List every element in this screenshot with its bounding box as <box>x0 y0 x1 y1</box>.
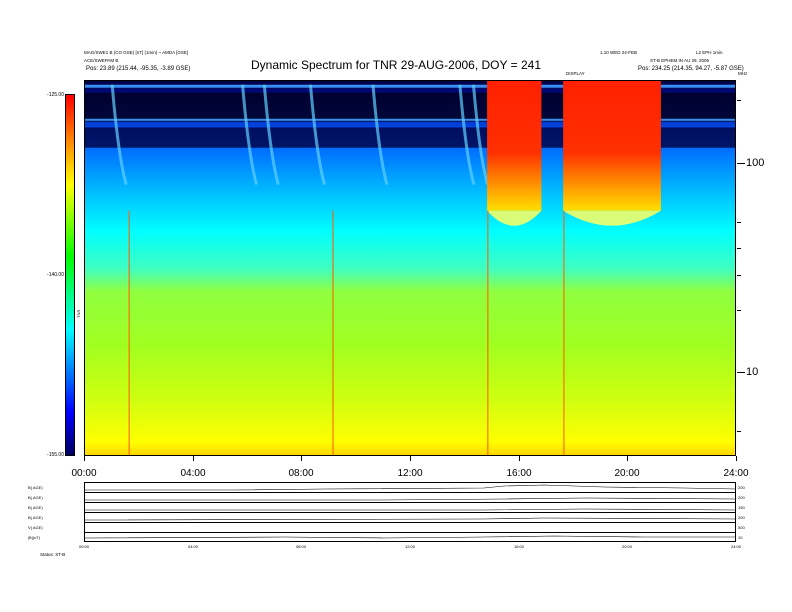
radio-streak <box>471 84 489 186</box>
lower-x-label: 04:00 <box>187 544 198 549</box>
panel-right-label-5: 500 <box>738 525 745 530</box>
colorbar-unit: TNR <box>76 309 81 318</box>
burst-tail-2 <box>563 210 661 226</box>
colorbar <box>65 94 75 456</box>
burst-1 <box>487 81 542 211</box>
header-left-line3: Pos: 23.89 (215.44, -95.35, -3.89 GSE) <box>86 66 191 72</box>
mhz-tag: MHz <box>738 71 748 76</box>
spectrogram-svg <box>85 81 735 455</box>
colorbar-tick-top: -125.00 <box>47 92 64 98</box>
panel-right-label-6: 10 <box>738 535 743 540</box>
radio-streak <box>241 84 259 186</box>
x-tick <box>410 456 411 461</box>
panel-divider <box>84 492 736 493</box>
y-minor-tick <box>737 431 741 432</box>
radio-streak <box>262 84 280 186</box>
header-right-line1: 1.10 WED 24-FEB <box>600 50 638 55</box>
panel-label-6: |B|(nT) <box>28 535 41 540</box>
header-right-line4: Pos: 234.25 (214.35, 94.27, -5.87 GSE) <box>638 66 744 72</box>
colorbar-tick-mid: -140.00 <box>47 272 64 278</box>
y-minor-tick <box>737 222 741 223</box>
panel-label-5: V( AGE) <box>28 525 43 530</box>
lower-x-label: 00:00 <box>78 544 89 549</box>
x-label-0400: 04:00 <box>180 468 206 479</box>
footer-status: Status: ST-B <box>40 552 66 557</box>
y-tick-100 <box>737 163 745 164</box>
radio-streak <box>110 84 128 186</box>
lower-x-label: 16:00 <box>513 544 524 549</box>
y-minor-tick <box>737 310 741 311</box>
panel-label-4: B( AGE) <box>28 515 43 520</box>
header-right-line2: L2 EPH 1min <box>696 50 723 55</box>
spike-line <box>128 210 130 455</box>
display-tag: DISPLAY <box>566 71 585 76</box>
radio-streak <box>371 84 389 186</box>
panel-divider <box>84 512 736 513</box>
lower-x-label: 08:00 <box>295 544 306 549</box>
burst-2 <box>563 81 661 211</box>
x-label-0000: 00:00 <box>71 468 97 479</box>
spike-line <box>332 210 334 455</box>
panel-right-label-3: 150 <box>738 505 745 510</box>
panel-right-label-1: 200 <box>738 485 745 490</box>
y-minor-tick <box>737 248 741 249</box>
radio-streak <box>458 84 476 186</box>
panel-right-label-4: 200 <box>738 515 745 520</box>
panel-label-3: B( AGE) <box>28 505 43 510</box>
x-tick <box>736 456 737 461</box>
lower-x-label: 20:00 <box>621 544 632 549</box>
panel-label-1: B( AGE) <box>28 485 43 490</box>
radio-streak <box>308 84 326 186</box>
x-label-1200: 12:00 <box>397 468 423 479</box>
header-left-line1: MAG/SWE1 B (CO GSE) [nT] (1min) ~ AMDA [… <box>84 50 189 55</box>
x-tick <box>192 456 194 461</box>
x-tick <box>301 456 303 461</box>
burst-tail-1 <box>487 210 542 226</box>
y-label-10: 10 <box>746 366 759 378</box>
x-label-2400: 24:00 <box>723 468 749 479</box>
y-label-100: 100 <box>746 157 765 169</box>
lower-x-label: 24:00 <box>730 544 741 549</box>
lower-x-label: 12:00 <box>404 544 415 549</box>
header-left-line2: ACE/SWEPAM B <box>84 58 119 63</box>
spike-line <box>563 210 565 455</box>
y-minor-tick <box>737 100 741 101</box>
spectrogram-plot <box>84 80 736 456</box>
panel-label-2: B( AGE) <box>28 495 43 500</box>
panel-right-label-2: 200 <box>738 495 745 500</box>
y-minor-tick <box>737 275 741 276</box>
x-tick <box>518 456 520 461</box>
colorbar-tick-bottom: -155.00 <box>47 452 64 458</box>
panel-divider <box>84 522 736 523</box>
x-tick <box>627 456 629 461</box>
x-label-2000: 20:00 <box>614 468 640 479</box>
header-right-line3: ST-B EPHEM IN AU 29, 2006 <box>650 58 710 63</box>
x-label-0800: 08:00 <box>288 468 314 479</box>
x-label-1600: 16:00 <box>506 468 532 479</box>
panel-divider <box>84 532 736 533</box>
chart-title: Dynamic Spectrum for TNR 29-AUG-2006, DO… <box>250 58 541 72</box>
lower-panels-traces <box>84 484 736 539</box>
light-band <box>85 84 735 88</box>
x-tick <box>84 456 85 461</box>
spike-line <box>487 210 489 455</box>
light-band <box>85 118 735 121</box>
panel-divider <box>84 502 736 503</box>
y-tick-10 <box>737 372 745 373</box>
